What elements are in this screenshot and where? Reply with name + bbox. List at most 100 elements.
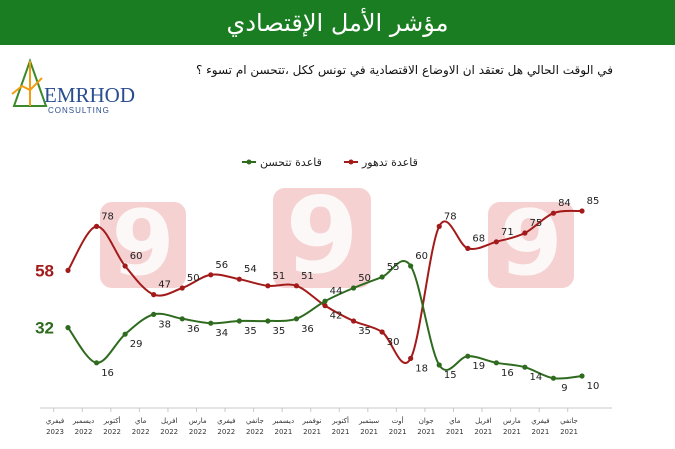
worsen-series-point	[93, 223, 100, 229]
emrhod-logo-graphic: EMRHOD CONSULTING	[11, 58, 135, 115]
improve-series-point	[65, 325, 71, 331]
page-title: مؤشر الأمل الإقتصادي	[0, 0, 675, 45]
x-tick-label-month: مارس	[503, 417, 521, 425]
legend-improve-text: قاعدة تتحسن	[260, 156, 322, 169]
improve-series-point	[465, 353, 471, 359]
data-labels: 78 60 47 50 56 54 51 51 42 35 30 18 78 68 71 75 84 85 58 16…	[35, 196, 599, 394]
improve-series-point	[522, 364, 528, 370]
improve-series-label: 14	[530, 372, 543, 383]
improve-series-point	[151, 311, 157, 317]
worsen-series-point	[522, 230, 528, 236]
x-tick-label-month: افريل	[475, 417, 491, 425]
worsen-series-label: 60	[130, 251, 143, 262]
improve-series-point	[208, 320, 214, 326]
survey-question: في الوقت الحالي هل تعتقد ان الاوضاع الاق…	[195, 63, 613, 77]
x-axis: فيفري 2023 ديسمبر 2022 أكتوبر 2022 ماي 2022 افري…	[40, 407, 612, 436]
logo-subtitle: CONSULTING	[48, 106, 110, 115]
improve-series-point	[179, 316, 185, 322]
worsen-series-point	[151, 292, 157, 298]
worsen-series-label: 54	[244, 264, 257, 275]
worsen-series-label: 51	[301, 271, 314, 282]
improve-series-label: 38	[158, 319, 171, 330]
worsen-series-label: 75	[530, 218, 543, 229]
worsen-series-point	[379, 329, 385, 335]
worsen-series-label: 18	[415, 363, 428, 374]
worsen-series-point	[208, 272, 214, 278]
improve-series-label: 34	[215, 328, 228, 339]
worsen-series-point	[122, 263, 128, 269]
improve-series-point	[550, 375, 557, 381]
improve-series-label: 44	[330, 286, 343, 297]
worsen-series-label: 35	[358, 326, 371, 337]
improve-series-point	[322, 298, 328, 304]
x-tick-label-year: 2021	[532, 428, 550, 436]
x-tick-label-year: 2022	[103, 428, 121, 436]
x-tick-label-year: 2021	[332, 428, 350, 436]
worsen-series-point	[579, 208, 585, 214]
legend-improve-marker	[246, 159, 252, 165]
worsen-series-point	[493, 239, 499, 245]
x-tick-label-year: 2021	[303, 428, 321, 436]
improve-series-label: 29	[130, 339, 143, 350]
x-tick-label-year: 2021	[417, 428, 435, 436]
x-tick-label-month: جانفي	[246, 417, 264, 425]
watermark-digit: 9	[285, 175, 358, 297]
x-tick-label-year: 2022	[132, 428, 150, 436]
x-tick-label-month: أكتوبر	[103, 416, 121, 425]
x-tick-label-year: 2023	[46, 428, 64, 436]
worsen-series-first-value: 58	[35, 261, 54, 280]
improve-series-point	[93, 360, 100, 366]
improve-series-point	[379, 274, 385, 280]
x-tick-label-year: 2021	[360, 428, 378, 436]
x-tick-label-month: أكتوبر	[331, 416, 349, 425]
improve-series-label: 15	[444, 370, 457, 381]
improve-series-label: 16	[501, 368, 514, 379]
worsen-series-point	[65, 267, 71, 273]
x-tick-label-month: افريل	[161, 417, 177, 425]
logo-name: EMRHOD	[44, 83, 135, 107]
x-tick-label-year: 2021	[560, 428, 578, 436]
company-logo: EMRHOD CONSULTING	[8, 56, 148, 122]
improve-series-point	[579, 373, 585, 379]
improve-series-label: 19	[472, 361, 485, 372]
x-tick-label-year: 2021	[275, 428, 293, 436]
legend-worsen-marker	[348, 159, 354, 165]
watermark-badge	[100, 202, 186, 288]
x-tick-label-month: جوان	[419, 417, 434, 425]
worsen-series-point	[350, 318, 357, 324]
improve-series-point	[236, 318, 242, 324]
x-tick-label-month: أوت	[392, 416, 404, 425]
worsen-series-label: 42	[330, 311, 343, 322]
x-tick-label-year: 2022	[189, 428, 207, 436]
improve-series-label: 35	[273, 326, 286, 337]
watermark-digit: 9	[500, 191, 563, 296]
worsen-series-point	[179, 285, 185, 291]
improve-series-label: 55	[387, 262, 400, 273]
improve-series-label: 36	[187, 324, 200, 335]
worsen-series-point	[293, 283, 300, 289]
worsen-series-label: 78	[101, 211, 114, 222]
improve-series-label: 50	[358, 273, 371, 284]
worsen-series-label: 50	[187, 273, 200, 284]
improve-series-point	[265, 318, 271, 324]
x-tick-label-year: 2021	[446, 428, 464, 436]
x-tick-label-month: ماي	[135, 417, 147, 425]
worsen-series-label: 71	[501, 227, 514, 238]
improve-series-point	[350, 285, 357, 291]
x-tick-label-year: 2021	[503, 428, 521, 436]
improve-series-point	[293, 316, 300, 322]
worsen-series-point	[436, 223, 442, 229]
improve-series-label: 60	[415, 251, 428, 262]
worsen-series-label: 84	[558, 198, 571, 209]
series-lines	[65, 208, 585, 381]
x-tick-label-year: 2022	[246, 428, 264, 436]
x-tick-label-month: ديسمبر	[72, 417, 94, 425]
improve-series-label: 10	[587, 381, 600, 392]
x-tick-label-month: فيفري	[217, 417, 235, 425]
legend-worsen-text: قاعدة تدهور	[361, 156, 418, 169]
x-tick-label-year: 2022	[75, 428, 93, 436]
x-tick-label-month: فيفري	[46, 417, 64, 425]
x-tick-label-month: سبتمبر	[358, 417, 379, 425]
x-tick-label-month: نوفمبر	[302, 417, 322, 425]
